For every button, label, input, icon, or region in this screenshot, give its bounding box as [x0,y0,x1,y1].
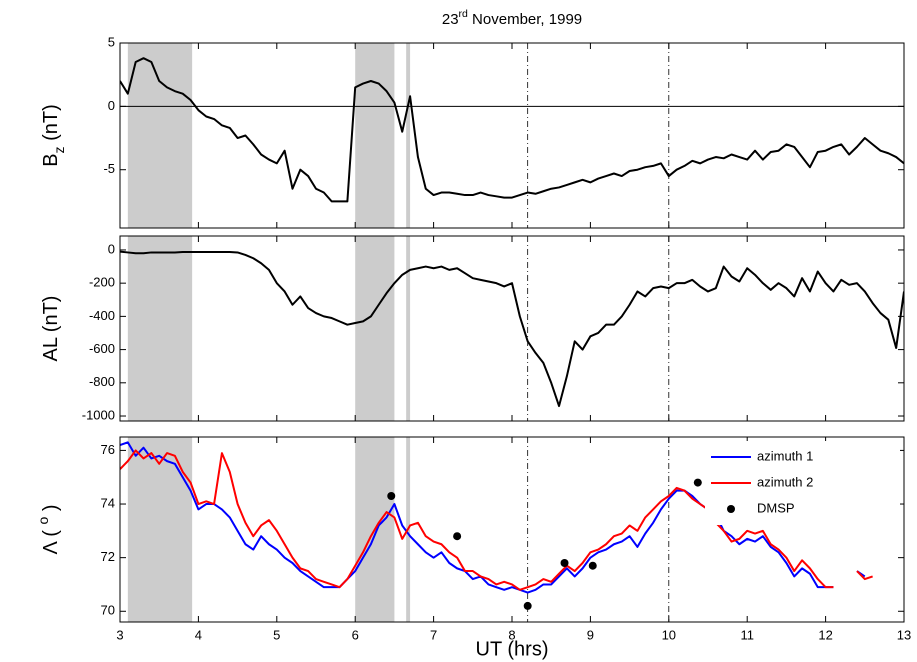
y-tick-label: -800 [89,374,115,389]
legend-label: DMSP [757,500,795,515]
legend: azimuth 1 azimuth 2 DMSP [705,441,900,525]
data-point [588,561,597,570]
y-tick-label: -200 [89,275,115,290]
shaded-interval [127,43,193,228]
label-part: 23 [442,11,459,28]
plot-frame [119,42,905,229]
label-part: z [51,146,67,153]
label-part: AL (nT) [40,296,62,362]
x-tick-label: 10 [662,627,676,642]
y-tick-label: 76 [101,442,115,457]
y-tick-label: 74 [101,495,115,510]
label-part: November, 1999 [468,11,582,28]
data-point [693,478,702,487]
data-line [120,250,904,408]
shaded-interval [355,236,395,421]
x-tick-label: 6 [352,627,359,642]
y-tick-label: 0 [108,98,115,113]
label-part: (nT) [40,104,62,146]
x-tick-label: 13 [897,627,911,642]
panel: 3 4 5 6 7 8 9 10 11 12 13 70 72 74 76 Λ ( o ) UT (hrs) az… [35,436,911,660]
x-tick-label: 9 [587,627,594,642]
y-tick-label: 72 [101,549,115,564]
legend-label: azimuth 2 [757,474,813,489]
x-tick-label: 7 [430,627,437,642]
legend-label: azimuth 1 [757,448,813,463]
x-tick-label: 12 [818,627,832,642]
shaded-interval [127,437,193,622]
panel: -5 0 5 Bz (nT) 23rd November, 1999 [40,8,905,229]
y-axis-label: Λ ( o ) [35,504,63,554]
data-point [523,601,532,610]
x-axis-label: UT (hrs) [476,638,549,660]
x-tick-label: 4 [195,627,202,642]
y-tick-label: -600 [89,341,115,356]
x-tick-label: 5 [273,627,280,642]
x-tick-label: 11 [740,627,754,642]
shaded-interval [406,43,411,228]
y-tick-label: -1000 [82,407,115,422]
label-part: B [40,153,62,166]
x-tick-label: 3 [116,627,123,642]
data-point [453,532,462,541]
y-tick-label: 0 [108,241,115,256]
data-point [387,491,396,500]
y-tick-label: -5 [103,161,115,176]
plot-frame [119,436,905,623]
shaded-interval [355,43,395,228]
shaded-interval [127,236,193,421]
data-line [120,57,904,203]
y-tick-label: 5 [108,34,115,49]
label-part: Λ ( [40,524,62,554]
y-axis-label: Bz (nT) [40,104,66,167]
legend-marker [727,505,735,513]
x-tick-label: 8 [508,627,515,642]
data-point [560,559,569,568]
panel: -1000 -800 -600 -400 -200 0 AL (nT) [40,235,905,422]
chart-title: 23rd November, 1999 [442,8,582,28]
y-tick-label: 70 [101,603,115,618]
label-part: rd [459,8,468,20]
label-part: ) [40,504,62,516]
y-tick-label: -400 [89,308,115,323]
y-axis-label: AL (nT) [40,296,62,362]
shaded-interval [406,236,411,421]
label-part: o [35,516,51,524]
plot-frame [119,235,905,422]
